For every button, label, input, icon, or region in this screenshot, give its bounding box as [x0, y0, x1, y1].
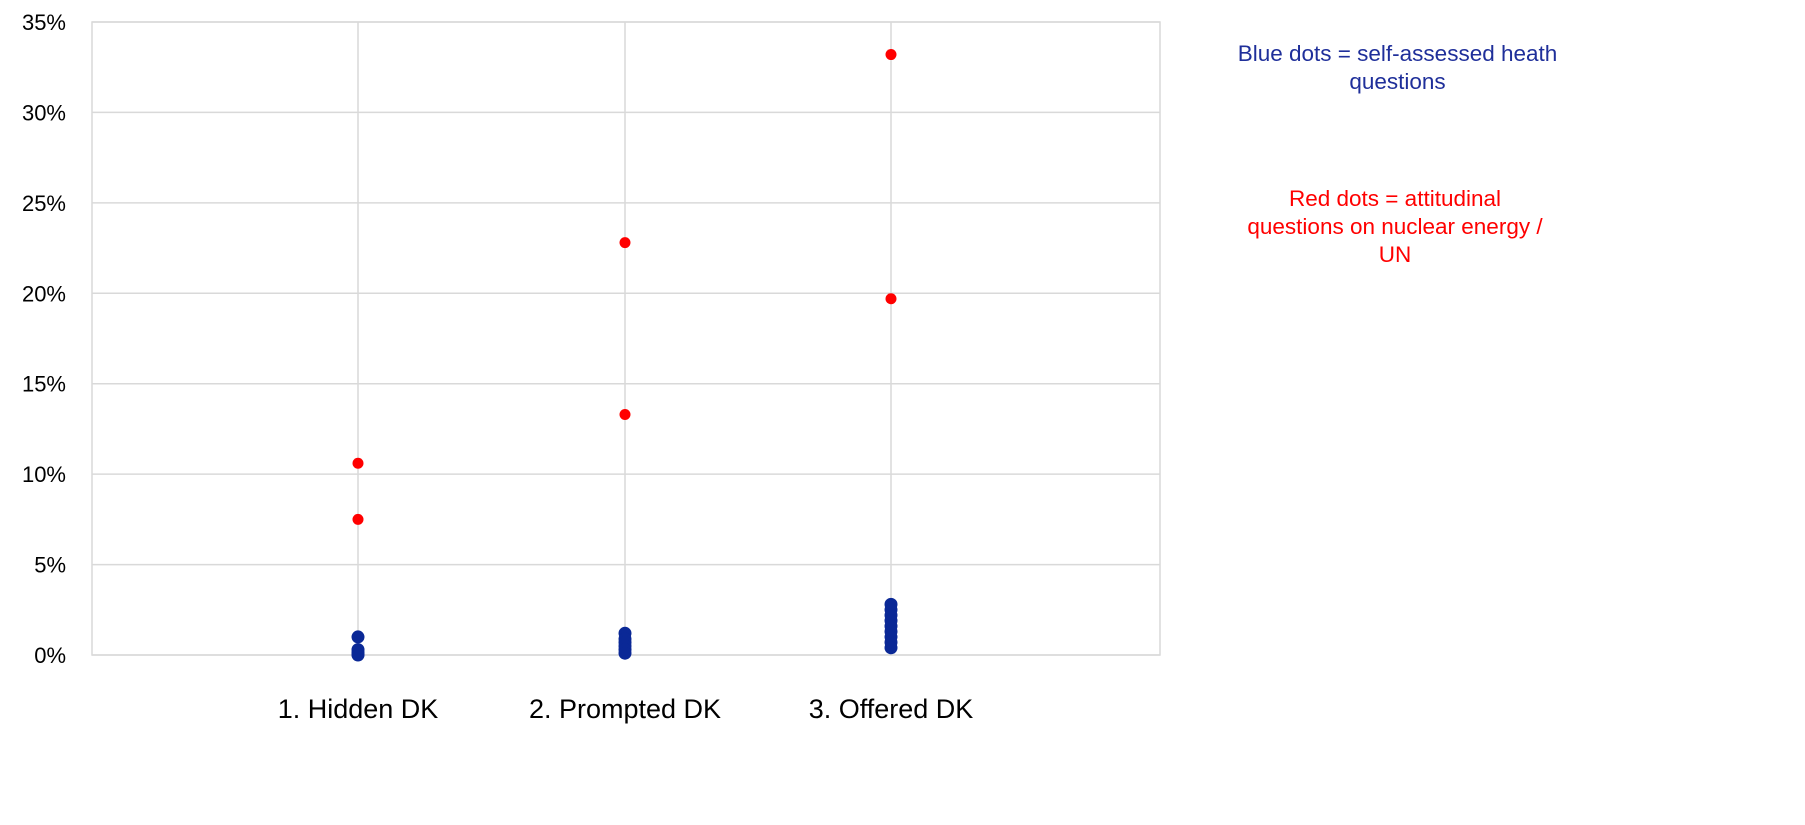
plot-area-border: [91, 21, 1161, 656]
blue-data-point: [618, 646, 632, 660]
x-axis: 1. Hidden DK 2. Prompted DK 3. Offered DK: [278, 694, 974, 724]
blue-data-point: [884, 641, 898, 655]
y-tick-label: 35%: [22, 10, 66, 35]
y-tick-label: 15%: [22, 372, 66, 397]
y-tick-label: 20%: [22, 281, 66, 306]
y-tick-label: 5%: [34, 553, 66, 578]
y-axis: 0% 5% 10% 15% 20% 25% 30% 35%: [22, 10, 66, 668]
y-tick-label: 10%: [22, 462, 66, 487]
red-data-point: [885, 49, 897, 61]
blue-data-point: [351, 630, 365, 644]
red-data-point: [885, 293, 897, 305]
red-data-point: [619, 408, 631, 420]
red-data-point: [619, 237, 631, 249]
y-tick-label: 30%: [22, 100, 66, 125]
x-category-label: 2. Prompted DK: [529, 694, 721, 724]
red-data-point: [352, 457, 364, 469]
legend-note-blue: Blue dots = self-assessed heath question…: [1237, 41, 1558, 95]
gridlines: [92, 21, 1160, 656]
x-category-label: 1. Hidden DK: [278, 694, 439, 724]
red-data-point: [352, 513, 364, 525]
x-category-label: 3. Offered DK: [809, 694, 974, 724]
y-tick-label: 0%: [34, 643, 66, 668]
data-points: [351, 49, 898, 662]
legend-note-red: Red dots = attitudinal questions on nucl…: [1247, 186, 1543, 268]
y-tick-label: 25%: [22, 191, 66, 216]
blue-data-point: [351, 648, 365, 662]
